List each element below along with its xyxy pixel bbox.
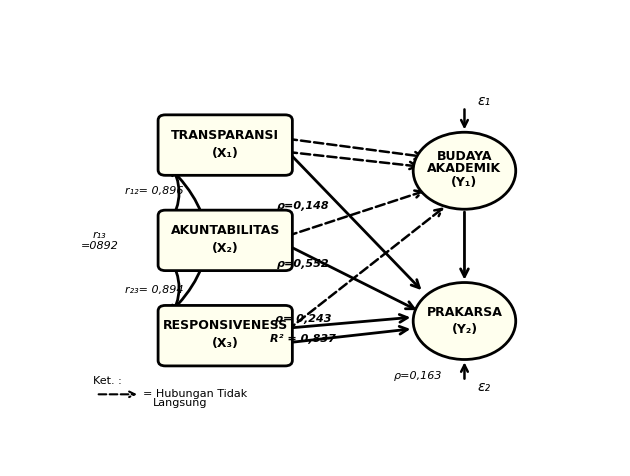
FancyBboxPatch shape [158, 306, 292, 366]
Text: (X₃): (X₃) [212, 337, 239, 350]
Text: RESPONSIVENESS: RESPONSIVENESS [163, 319, 288, 332]
Text: Langsung: Langsung [153, 398, 207, 408]
FancyBboxPatch shape [158, 115, 292, 175]
Text: ρ= 0,243: ρ= 0,243 [275, 314, 331, 324]
Text: (X₂): (X₂) [212, 242, 239, 255]
Circle shape [413, 132, 516, 209]
Text: = Hubungan Tidak: = Hubungan Tidak [143, 389, 248, 399]
Text: r₁₃
=0892: r₁₃ =0892 [80, 229, 118, 251]
Text: BUDAYA: BUDAYA [437, 150, 492, 163]
Circle shape [413, 283, 516, 359]
Text: r₂₃= 0,894: r₂₃= 0,894 [125, 285, 184, 295]
Text: (Y₂): (Y₂) [452, 323, 478, 336]
Text: ρ=0,552: ρ=0,552 [277, 259, 329, 269]
Text: AKUNTABILITAS: AKUNTABILITAS [171, 224, 280, 237]
Text: ε₂: ε₂ [478, 380, 491, 394]
FancyBboxPatch shape [158, 210, 292, 271]
Text: ε₁: ε₁ [478, 94, 491, 108]
Text: PRAKARSA: PRAKARSA [427, 307, 502, 319]
Text: R² = 0,837: R² = 0,837 [270, 334, 336, 344]
Text: (X₁): (X₁) [212, 147, 239, 159]
Text: r₁₂= 0,896: r₁₂= 0,896 [125, 186, 184, 196]
Text: ρ=0,163: ρ=0,163 [394, 371, 442, 381]
Text: Ket. :: Ket. : [93, 377, 122, 387]
Text: AKADEMIK: AKADEMIK [427, 162, 501, 176]
Text: (Y₁): (Y₁) [451, 176, 478, 189]
Text: TRANSPARANSI: TRANSPARANSI [171, 129, 279, 142]
Text: ρ=0,148: ρ=0,148 [277, 200, 329, 210]
